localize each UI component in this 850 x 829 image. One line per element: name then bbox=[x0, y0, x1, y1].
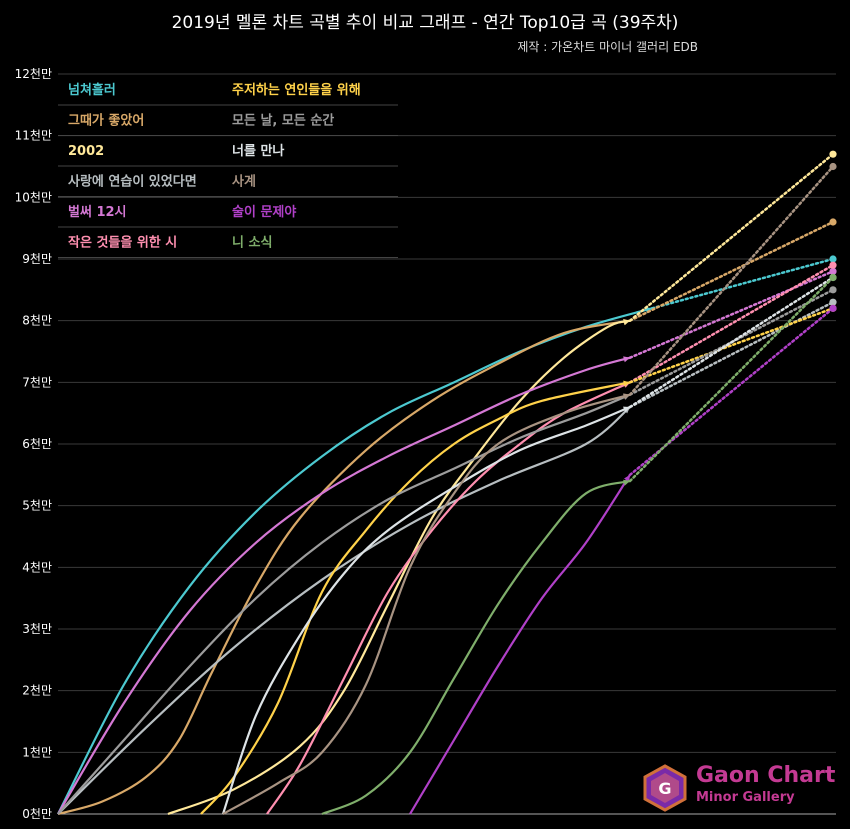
series-projection-point bbox=[829, 255, 837, 263]
y-tick-label: 5천만 bbox=[22, 498, 52, 513]
series-projection bbox=[628, 152, 835, 322]
y-tick-label: 4천만 bbox=[22, 559, 52, 574]
series-projection bbox=[628, 307, 835, 384]
series-arrowhead bbox=[623, 380, 630, 387]
series-line bbox=[321, 479, 631, 816]
series-projection-point bbox=[829, 298, 837, 306]
y-tick-label: 6천만 bbox=[22, 436, 52, 451]
series-line bbox=[222, 393, 631, 815]
series-arrowhead bbox=[623, 393, 630, 400]
series-line bbox=[57, 356, 631, 815]
chart-title: 2019년 멜론 차트 곡별 추이 비교 그래프 - 연간 Top10급 곡 (… bbox=[171, 13, 679, 33]
y-axis-ticks: 0천만 1천만 2천만 3천만 4천만 5천만 6천만 7천만 8천만 9천만 10천만 11천만 12… bbox=[15, 66, 52, 821]
series-projection-point bbox=[829, 162, 837, 171]
gaon-chart-logo: G Gaon Chart Minor Gallery bbox=[640, 763, 840, 813]
legend-entry: 넘쳐흘러 bbox=[68, 82, 116, 98]
series-line bbox=[57, 319, 631, 816]
series-projection bbox=[650, 257, 835, 310]
legend-entry: 술이 문제야 bbox=[232, 204, 296, 220]
series-line bbox=[200, 381, 631, 815]
series-projection-point bbox=[829, 304, 837, 312]
series-projection bbox=[628, 165, 835, 396]
series-line bbox=[57, 393, 631, 815]
series-projection bbox=[628, 276, 835, 409]
series-line bbox=[221, 405, 631, 815]
legend-entry: 사랑에 연습이 있었다면 bbox=[68, 174, 197, 190]
y-tick-label: 3천만 bbox=[22, 621, 52, 636]
series-line bbox=[57, 406, 631, 815]
series-projection-point bbox=[829, 273, 837, 282]
y-tick-label: 2천만 bbox=[22, 683, 52, 698]
logo-sub-text: Minor Gallery bbox=[696, 790, 795, 805]
series-projection-point bbox=[829, 286, 837, 294]
series-projection bbox=[628, 270, 835, 359]
chart-subtitle: 제작 : 가온차트 마이너 갤러리 EDB bbox=[517, 40, 698, 54]
series-arrowhead bbox=[624, 474, 630, 482]
logo-badge-icon: G bbox=[643, 764, 687, 812]
legend-entry: 주저하는 연인들을 위해 bbox=[232, 82, 361, 98]
series-line bbox=[266, 381, 631, 815]
legend-entry: 작은 것들을 위한 시 bbox=[68, 235, 177, 251]
legend-entry: 2002 bbox=[68, 144, 104, 159]
y-tick-label: 10천만 bbox=[15, 189, 52, 204]
logo-badge-letter: G bbox=[658, 779, 671, 798]
series-lines bbox=[57, 150, 837, 816]
series-projection-point bbox=[829, 218, 837, 226]
series-arrowhead bbox=[623, 406, 630, 413]
y-tick-label: 1천만 bbox=[22, 744, 52, 759]
y-tick-label: 9천만 bbox=[22, 251, 52, 266]
logo-main-text: Gaon Chart bbox=[696, 763, 836, 788]
series-projection-point bbox=[829, 267, 837, 275]
legend-entry: 벌써 12시 bbox=[68, 205, 127, 220]
y-tick-label: 11천만 bbox=[15, 128, 52, 143]
legend-entry: 너를 만나 bbox=[232, 143, 284, 159]
series-arrowhead bbox=[623, 319, 630, 326]
legend-entry: 사계 bbox=[232, 174, 256, 190]
y-tick-label: 8천만 bbox=[22, 313, 52, 328]
y-tick-label: 7천만 bbox=[22, 374, 52, 389]
series-line bbox=[409, 474, 631, 815]
series-arrowhead bbox=[623, 479, 630, 486]
series-projection bbox=[628, 276, 835, 483]
legend-entry: 모든 날, 모든 순간 bbox=[232, 113, 334, 129]
series-arrowhead bbox=[623, 356, 630, 363]
series-line bbox=[167, 319, 631, 816]
series-projection bbox=[628, 263, 835, 384]
legend-entry: 니 소식 bbox=[232, 235, 272, 251]
y-tick-label: 12천만 bbox=[15, 66, 52, 81]
series-projection-point bbox=[829, 261, 837, 269]
y-tick-label: 0천만 bbox=[22, 806, 52, 821]
legend-entry: 그때가 좋았어 bbox=[68, 113, 144, 129]
series-projection bbox=[628, 220, 835, 322]
series-projection-point bbox=[829, 150, 837, 158]
